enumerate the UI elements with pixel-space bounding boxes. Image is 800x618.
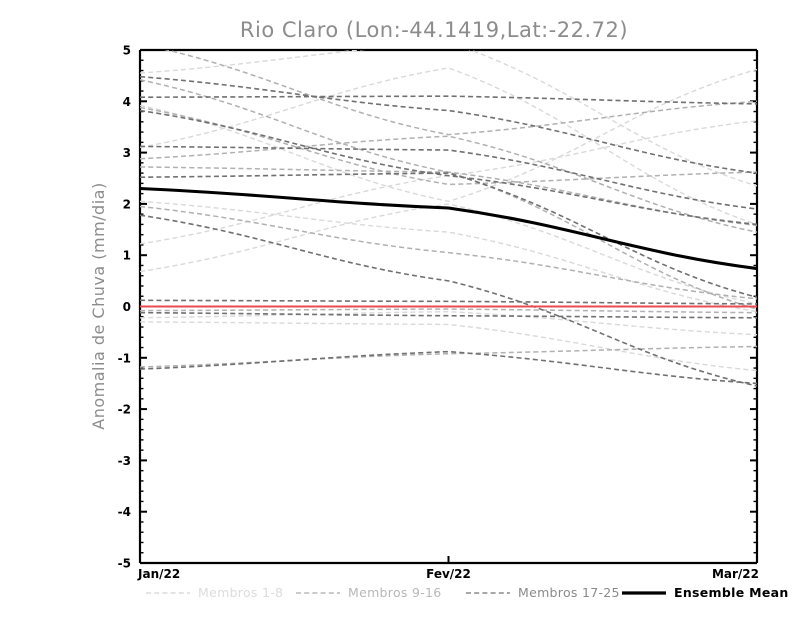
series-line	[140, 200, 757, 313]
series-line	[140, 75, 757, 174]
x-tick-label: Mar/22	[712, 567, 759, 581]
series-line	[140, 311, 757, 319]
y-tick-label: 0	[123, 300, 131, 314]
series-line	[140, 109, 757, 226]
series-line	[140, 308, 757, 314]
x-tick-label: Jan/22	[137, 567, 180, 581]
series-line	[140, 203, 757, 305]
legend-label: Ensemble Mean	[674, 585, 789, 600]
series-membros-1-8	[140, 50, 757, 372]
y-tick-label: -5	[118, 557, 131, 571]
series-line	[140, 345, 757, 368]
series-line	[140, 145, 757, 210]
y-tick-label: -2	[118, 403, 131, 417]
series-line	[140, 106, 757, 186]
series-ensemble-mean	[140, 186, 757, 271]
chart-title: Rio Claro (Lon:-44.1419,Lat:-22.72)	[240, 18, 628, 42]
y-tick-label: -3	[118, 454, 131, 468]
series-membros-17-25	[140, 75, 757, 387]
legend-label: Membros 17-25	[518, 585, 620, 600]
x-axis-ticks: Jan/22 Fev/22 Mar/22	[137, 556, 759, 581]
y-axis-ticks: 5 4 3 2 1 0 -1 -2 -3 -4 -5	[118, 44, 757, 571]
legend-label: Membros 1-8	[198, 585, 283, 600]
series-line	[140, 135, 757, 233]
y-tick-label: -4	[118, 505, 131, 519]
legend-label: Membros 9-16	[348, 585, 442, 600]
series-line	[140, 310, 757, 336]
y-tick-label: 4	[123, 95, 131, 109]
y-tick-label: 1	[123, 249, 131, 263]
series-line	[140, 205, 757, 300]
series-membros-9-16	[140, 50, 757, 368]
series-line	[140, 172, 757, 299]
series-line	[140, 68, 757, 203]
series-line	[140, 321, 757, 372]
chart-legend: Membros 1-8 Membros 9-16 Membros 17-25 Ense…	[146, 585, 789, 600]
y-tick-label: 2	[123, 197, 131, 211]
series-line	[140, 50, 757, 187]
series-line	[140, 186, 757, 271]
y-tick-label: 3	[123, 146, 131, 160]
series-line	[140, 350, 757, 385]
series-line	[140, 214, 757, 387]
x-tick-label: Fev/22	[426, 567, 471, 581]
series-line	[140, 299, 757, 305]
series-line	[140, 120, 757, 245]
series-line	[140, 166, 757, 310]
y-axis-label: Anomalia de Chuva (mm/dia)	[89, 182, 108, 429]
series-line	[140, 95, 757, 105]
series-line	[140, 67, 757, 226]
series-line	[163, 50, 757, 136]
y-tick-label: -1	[118, 351, 131, 365]
y-tick-label: 5	[123, 44, 131, 58]
